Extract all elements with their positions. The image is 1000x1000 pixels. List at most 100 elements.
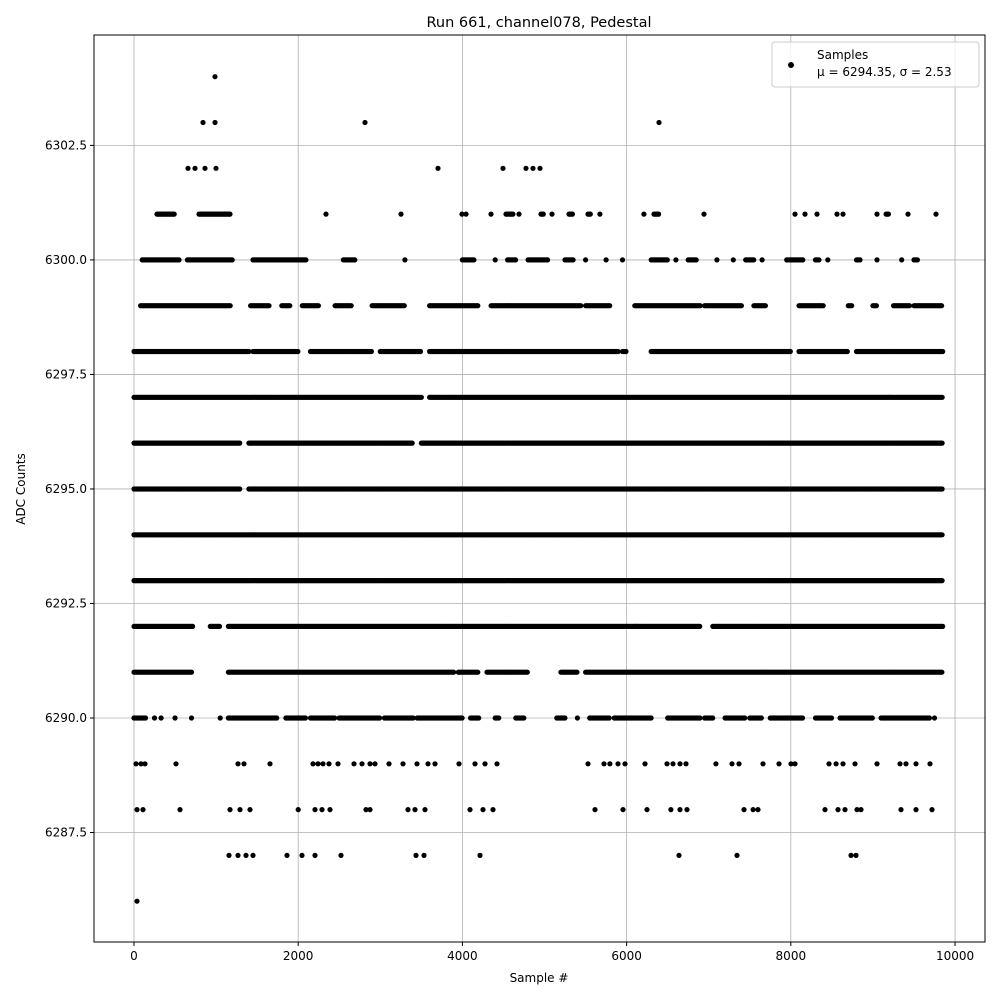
data-point [213, 165, 219, 171]
data-point [939, 303, 945, 309]
data-point [418, 394, 424, 400]
data-point [212, 119, 218, 126]
data-point [714, 257, 720, 263]
data-point [693, 257, 699, 263]
data-point [492, 257, 498, 263]
data-point [607, 303, 613, 309]
data-point [435, 165, 441, 171]
data-point [171, 211, 177, 217]
data-point [874, 257, 880, 263]
data-point [701, 211, 707, 217]
data-point [227, 303, 233, 309]
data-point [885, 211, 892, 217]
data-point [615, 348, 621, 355]
data-point [237, 486, 243, 492]
data-point [825, 257, 831, 263]
data-point [939, 486, 945, 492]
data-point [840, 211, 846, 217]
data-point [873, 303, 880, 309]
data-point [759, 257, 765, 263]
data-point [603, 257, 609, 263]
data-point [587, 211, 593, 217]
data-point [500, 165, 506, 171]
data-point [597, 211, 603, 217]
data-point [800, 257, 806, 263]
data-point [523, 165, 529, 171]
data-point [246, 348, 252, 355]
data-point [874, 211, 880, 217]
data-point [409, 440, 415, 446]
data-point [227, 211, 233, 217]
data-point [266, 303, 272, 309]
data-point [787, 348, 793, 355]
data-point [516, 211, 522, 217]
chart-title: Run 661, channel078, Pedestal [426, 15, 651, 31]
data-point [849, 303, 855, 309]
data-point [398, 211, 404, 217]
data-point [905, 211, 911, 217]
data-point [899, 257, 905, 263]
data-point [914, 257, 921, 263]
data-points [131, 74, 946, 904]
data-point [814, 211, 820, 217]
data-point [323, 211, 329, 217]
data-point [475, 303, 481, 309]
data-point [549, 211, 555, 217]
data-point [402, 257, 408, 263]
data-point [303, 257, 309, 263]
data-point [583, 257, 589, 263]
data-point [463, 211, 469, 217]
data-point [237, 440, 243, 446]
data-point [229, 257, 235, 263]
data-point [488, 211, 494, 217]
data-point [906, 303, 913, 309]
data-point [471, 257, 477, 263]
data-point [820, 303, 826, 309]
data-point [362, 119, 368, 126]
data-point [802, 211, 808, 217]
data-point [939, 394, 945, 400]
data-point [939, 578, 945, 584]
data-point [510, 211, 516, 217]
data-point [315, 303, 321, 309]
data-point [656, 119, 662, 126]
data-point [730, 257, 736, 263]
data-point [656, 211, 662, 217]
data-point [417, 348, 424, 355]
data-point [857, 257, 863, 263]
data-point [939, 440, 945, 446]
data-point [352, 257, 358, 263]
data-point [401, 303, 407, 309]
data-point [673, 257, 679, 263]
data-point [844, 348, 850, 355]
data-point [202, 165, 208, 171]
data-point [738, 303, 745, 309]
data-point [348, 303, 354, 309]
data-point [816, 257, 822, 263]
data-point [570, 257, 576, 263]
data-point [751, 257, 757, 263]
data-point [623, 348, 629, 355]
data-point [939, 532, 945, 538]
data-point [578, 303, 584, 309]
data-point [537, 165, 543, 171]
data-point [834, 211, 840, 217]
data-point [295, 348, 301, 355]
data-point [368, 348, 374, 355]
data-point [619, 257, 626, 263]
data-point [940, 348, 946, 355]
data-point [792, 211, 798, 217]
data-point [212, 74, 218, 80]
data-point [192, 165, 198, 171]
data-point [200, 119, 206, 126]
data-point [697, 303, 703, 309]
data-point [540, 211, 546, 217]
data-point [185, 165, 191, 171]
data-point [569, 211, 576, 217]
data-point [459, 211, 465, 217]
data-point [933, 211, 939, 217]
data-point [530, 165, 536, 171]
data-point [287, 303, 293, 309]
data-point [762, 303, 769, 309]
